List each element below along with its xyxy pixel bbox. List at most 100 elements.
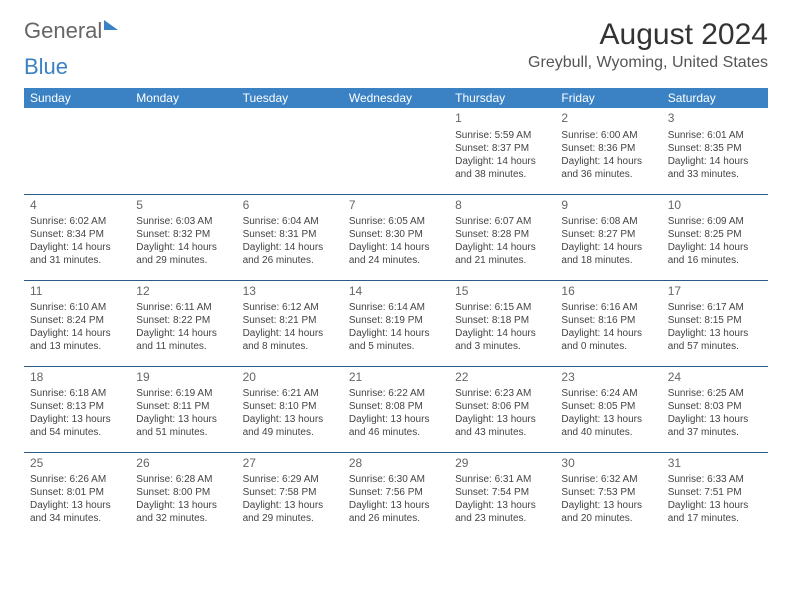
day-number: 18 (30, 370, 124, 386)
calendar-day-cell: 24Sunrise: 6:25 AMSunset: 8:03 PMDayligh… (662, 366, 768, 452)
weekday-header: Monday (130, 88, 236, 108)
sunrise-text: Sunrise: 6:28 AM (136, 473, 230, 486)
calendar-day-cell: 1Sunrise: 5:59 AMSunset: 8:37 PMDaylight… (449, 108, 555, 194)
calendar-day-cell: 26Sunrise: 6:28 AMSunset: 8:00 PMDayligh… (130, 452, 236, 538)
daylight-text: and 23 minutes. (455, 512, 549, 525)
day-number: 4 (30, 198, 124, 214)
day-number: 11 (30, 284, 124, 300)
weekday-header-row: Sunday Monday Tuesday Wednesday Thursday… (24, 88, 768, 108)
day-number: 8 (455, 198, 549, 214)
daylight-text: and 49 minutes. (243, 426, 337, 439)
sunrise-text: Sunrise: 6:12 AM (243, 301, 337, 314)
daylight-text: Daylight: 14 hours (668, 241, 762, 254)
sunset-text: Sunset: 8:19 PM (349, 314, 443, 327)
daylight-text: and 29 minutes. (243, 512, 337, 525)
sunrise-text: Sunrise: 6:33 AM (668, 473, 762, 486)
calendar-table: Sunday Monday Tuesday Wednesday Thursday… (24, 88, 768, 538)
daylight-text: Daylight: 13 hours (668, 413, 762, 426)
sunset-text: Sunset: 8:22 PM (136, 314, 230, 327)
daylight-text: and 29 minutes. (136, 254, 230, 267)
calendar-day-cell: 31Sunrise: 6:33 AMSunset: 7:51 PMDayligh… (662, 452, 768, 538)
sunrise-text: Sunrise: 6:31 AM (455, 473, 549, 486)
sunset-text: Sunset: 8:00 PM (136, 486, 230, 499)
calendar-day-cell: 16Sunrise: 6:16 AMSunset: 8:16 PMDayligh… (555, 280, 661, 366)
calendar-day-cell (24, 108, 130, 194)
sunset-text: Sunset: 8:25 PM (668, 228, 762, 241)
calendar-day-cell: 11Sunrise: 6:10 AMSunset: 8:24 PMDayligh… (24, 280, 130, 366)
calendar-body: 1Sunrise: 5:59 AMSunset: 8:37 PMDaylight… (24, 108, 768, 538)
sunset-text: Sunset: 8:03 PM (668, 400, 762, 413)
daylight-text: Daylight: 13 hours (668, 327, 762, 340)
sunset-text: Sunset: 7:53 PM (561, 486, 655, 499)
calendar-week-row: 18Sunrise: 6:18 AMSunset: 8:13 PMDayligh… (24, 366, 768, 452)
sunset-text: Sunset: 8:15 PM (668, 314, 762, 327)
day-number: 2 (561, 111, 655, 127)
sunrise-text: Sunrise: 6:14 AM (349, 301, 443, 314)
calendar-day-cell: 4Sunrise: 6:02 AMSunset: 8:34 PMDaylight… (24, 194, 130, 280)
calendar-day-cell: 2Sunrise: 6:00 AMSunset: 8:36 PMDaylight… (555, 108, 661, 194)
weekday-header: Saturday (662, 88, 768, 108)
calendar-day-cell: 21Sunrise: 6:22 AMSunset: 8:08 PMDayligh… (343, 366, 449, 452)
sunrise-text: Sunrise: 6:24 AM (561, 387, 655, 400)
sunrise-text: Sunrise: 6:17 AM (668, 301, 762, 314)
calendar-day-cell: 25Sunrise: 6:26 AMSunset: 8:01 PMDayligh… (24, 452, 130, 538)
day-number: 31 (668, 456, 762, 472)
sunset-text: Sunset: 8:27 PM (561, 228, 655, 241)
daylight-text: Daylight: 13 hours (349, 413, 443, 426)
day-number: 13 (243, 284, 337, 300)
calendar-day-cell: 9Sunrise: 6:08 AMSunset: 8:27 PMDaylight… (555, 194, 661, 280)
daylight-text: and 13 minutes. (30, 340, 124, 353)
sunrise-text: Sunrise: 6:10 AM (30, 301, 124, 314)
daylight-text: and 34 minutes. (30, 512, 124, 525)
sunset-text: Sunset: 8:13 PM (30, 400, 124, 413)
sunrise-text: Sunrise: 6:01 AM (668, 129, 762, 142)
daylight-text: Daylight: 13 hours (136, 499, 230, 512)
sunset-text: Sunset: 8:31 PM (243, 228, 337, 241)
daylight-text: Daylight: 14 hours (136, 327, 230, 340)
calendar-day-cell: 12Sunrise: 6:11 AMSunset: 8:22 PMDayligh… (130, 280, 236, 366)
day-number: 25 (30, 456, 124, 472)
calendar-day-cell: 13Sunrise: 6:12 AMSunset: 8:21 PMDayligh… (237, 280, 343, 366)
brand-part1: General (24, 18, 102, 44)
calendar-day-cell: 5Sunrise: 6:03 AMSunset: 8:32 PMDaylight… (130, 194, 236, 280)
weekday-header: Tuesday (237, 88, 343, 108)
sunrise-text: Sunrise: 5:59 AM (455, 129, 549, 142)
daylight-text: and 26 minutes. (243, 254, 337, 267)
day-number: 9 (561, 198, 655, 214)
sunrise-text: Sunrise: 6:05 AM (349, 215, 443, 228)
daylight-text: and 37 minutes. (668, 426, 762, 439)
daylight-text: Daylight: 14 hours (455, 241, 549, 254)
day-number: 19 (136, 370, 230, 386)
day-number: 27 (243, 456, 337, 472)
calendar-day-cell: 10Sunrise: 6:09 AMSunset: 8:25 PMDayligh… (662, 194, 768, 280)
sunset-text: Sunset: 8:35 PM (668, 142, 762, 155)
brand-triangle-icon (104, 20, 118, 30)
daylight-text: Daylight: 14 hours (30, 327, 124, 340)
brand-logo: General (24, 18, 118, 44)
calendar-day-cell: 20Sunrise: 6:21 AMSunset: 8:10 PMDayligh… (237, 366, 343, 452)
day-number: 24 (668, 370, 762, 386)
calendar-week-row: 1Sunrise: 5:59 AMSunset: 8:37 PMDaylight… (24, 108, 768, 194)
month-title: August 2024 (528, 18, 768, 52)
day-number: 7 (349, 198, 443, 214)
calendar-day-cell: 23Sunrise: 6:24 AMSunset: 8:05 PMDayligh… (555, 366, 661, 452)
sunrise-text: Sunrise: 6:11 AM (136, 301, 230, 314)
daylight-text: Daylight: 13 hours (455, 413, 549, 426)
calendar-day-cell (130, 108, 236, 194)
daylight-text: Daylight: 14 hours (349, 327, 443, 340)
calendar-day-cell: 27Sunrise: 6:29 AMSunset: 7:58 PMDayligh… (237, 452, 343, 538)
daylight-text: and 24 minutes. (349, 254, 443, 267)
daylight-text: and 32 minutes. (136, 512, 230, 525)
sunset-text: Sunset: 8:34 PM (30, 228, 124, 241)
day-number: 30 (561, 456, 655, 472)
daylight-text: and 57 minutes. (668, 340, 762, 353)
weekday-header: Thursday (449, 88, 555, 108)
daylight-text: Daylight: 13 hours (30, 499, 124, 512)
daylight-text: Daylight: 14 hours (668, 155, 762, 168)
sunset-text: Sunset: 7:58 PM (243, 486, 337, 499)
calendar-day-cell: 7Sunrise: 6:05 AMSunset: 8:30 PMDaylight… (343, 194, 449, 280)
sunrise-text: Sunrise: 6:08 AM (561, 215, 655, 228)
sunrise-text: Sunrise: 6:04 AM (243, 215, 337, 228)
daylight-text: Daylight: 13 hours (30, 413, 124, 426)
sunset-text: Sunset: 8:37 PM (455, 142, 549, 155)
